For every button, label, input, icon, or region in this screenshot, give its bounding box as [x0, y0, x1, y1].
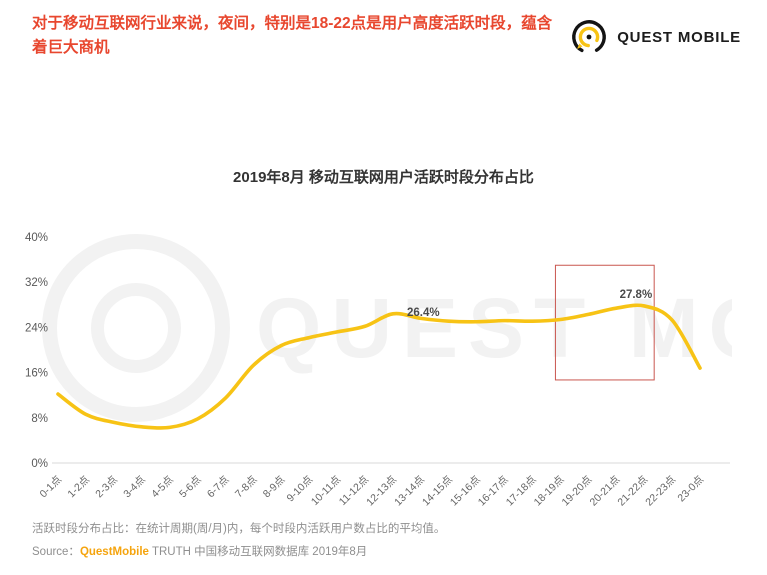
highlight-box	[554, 264, 655, 381]
x-tick-label: 17-18点	[504, 474, 539, 509]
source-suffix: TRUTH 中国移动互联网数据库 2019年8月	[148, 546, 368, 558]
x-tick-label: 3-4点	[121, 474, 148, 501]
point-label: 26.4%	[407, 307, 440, 319]
x-tick-label: 21-22点	[615, 474, 650, 509]
x-tick-label: 0-1点	[37, 474, 64, 501]
x-tick-label: 10-11点	[309, 474, 343, 508]
y-tick-label: 8%	[31, 413, 48, 425]
questmobile-logo-text: QUEST MOBILE	[617, 28, 741, 46]
y-tick-label: 24%	[25, 322, 48, 334]
y-tick-label: 0%	[31, 458, 48, 470]
x-tick-label: 14-15点	[420, 474, 455, 509]
x-tick-label: 6-7点	[205, 474, 232, 501]
x-tick-label: 23-0点	[675, 474, 706, 505]
x-tick-label: 22-23点	[643, 474, 678, 509]
x-tick-label: 8-9点	[261, 474, 288, 501]
source-prefix: Source：	[32, 546, 80, 558]
x-tick-label: 2-3点	[93, 474, 120, 501]
activity-distribution-chart: QUEST MOBILE 0%8%16%24%32%40%0-1点1-2点2-3…	[0, 200, 767, 518]
line-chart-canvas: 0% 8% 16% 24% 32% 40% 0-1点 1-2点 2-3点 3-4点 4-5点 5-6点…	[25, 232, 730, 509]
x-tick-label: 5-6点	[177, 474, 204, 501]
x-tick-label: 15-16点	[448, 474, 483, 509]
chart-title: 2019年8月 移动互联网用户活跃时段分布占比	[233, 169, 534, 186]
x-tick-label: 1-2点	[65, 474, 92, 501]
x-tick-label: 4-5点	[149, 474, 176, 501]
headline: 对于移动互联网行业来说，夜间，特别是18-22点是用户高度活跃时段，蕴含着巨大商…	[32, 15, 553, 57]
x-tick-label: 18-19点	[532, 474, 567, 509]
y-tick-label: 32%	[25, 277, 48, 289]
source-line: Source：QuestMobile TRUTH 中国移动互联网数据库 2019…	[32, 543, 367, 559]
questmobile-logo: QUEST MOBILE	[570, 18, 741, 56]
footnote: 活跃时段分布占比：在统计周期(周/月)内，每个时段内活跃用户数占比的平均值。	[32, 523, 446, 535]
source-brand: QuestMobile	[79, 546, 149, 558]
x-tick-label: 7-8点	[233, 474, 260, 501]
x-tick-label: 19-20点	[560, 474, 595, 509]
point-label: 27.8%	[620, 289, 653, 301]
questmobile-logo-icon	[572, 20, 607, 54]
trend-line	[56, 303, 702, 430]
x-tick-label: 12-13点	[364, 474, 399, 509]
y-tick-label: 40%	[25, 232, 48, 244]
x-tick-label: 13-14点	[392, 474, 427, 509]
x-tick-label: 16-17点	[476, 474, 511, 509]
y-tick-label: 16%	[25, 368, 48, 380]
x-tick-label: 20-21点	[587, 474, 622, 509]
